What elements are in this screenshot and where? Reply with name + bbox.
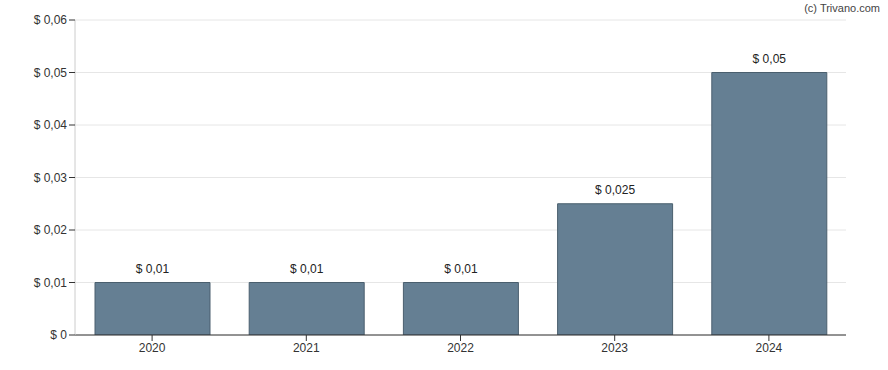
svg-text:$ 0,01: $ 0,01 [34, 276, 68, 290]
svg-text:$ 0,05: $ 0,05 [753, 52, 787, 66]
svg-text:$ 0,01: $ 0,01 [136, 262, 170, 276]
svg-text:2023: 2023 [601, 341, 628, 355]
svg-text:$ 0,04: $ 0,04 [34, 118, 68, 132]
svg-text:$ 0,05: $ 0,05 [34, 66, 68, 80]
svg-text:2021: 2021 [293, 341, 320, 355]
html-text:(c) Trivano.com: (c) Trivano.com [804, 2, 880, 14]
svg-text:$ 0,025: $ 0,025 [595, 183, 635, 197]
svg-text:$ 0,06: $ 0,06 [34, 13, 68, 27]
svg-text:$ 0,01: $ 0,01 [290, 262, 324, 276]
svg-text:$ 0,03: $ 0,03 [34, 171, 68, 185]
svg-text:2020: 2020 [139, 341, 166, 355]
svg-text:2022: 2022 [447, 341, 474, 355]
svg-text:$ 0: $ 0 [50, 328, 67, 342]
svg-text:$ 0,02: $ 0,02 [34, 223, 68, 237]
svg-text:$ 0,01: $ 0,01 [444, 262, 478, 276]
svg-text:2024: 2024 [756, 341, 783, 355]
